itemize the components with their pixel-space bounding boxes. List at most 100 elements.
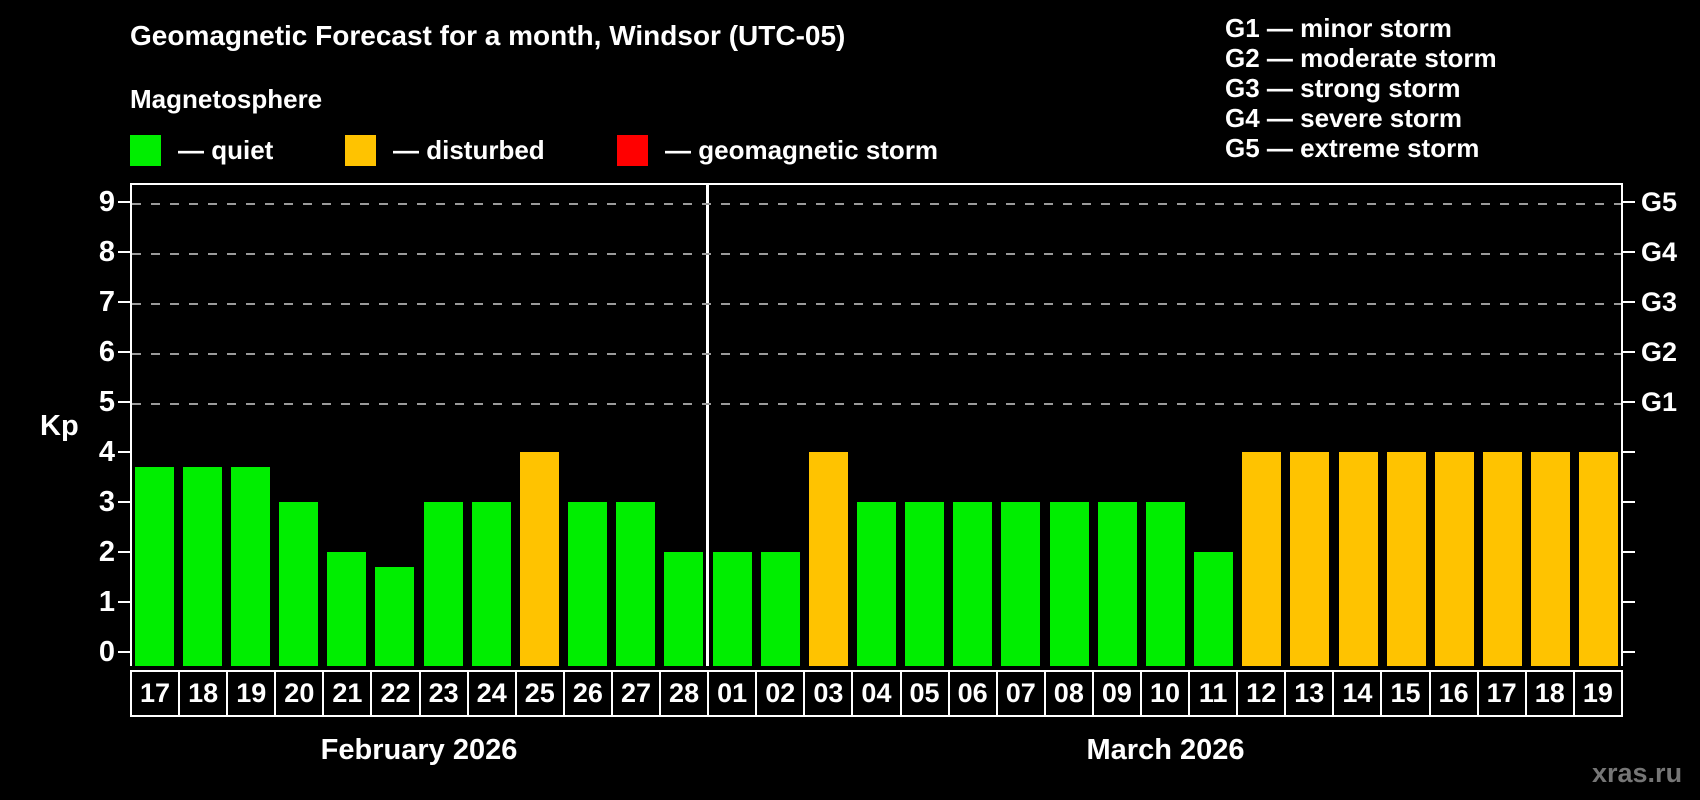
right-tick-kp5 xyxy=(1622,401,1635,403)
kp-bar-day-01 xyxy=(712,552,752,666)
right-axis-label-g2: G2 xyxy=(1641,337,1678,367)
left-tick-kp4 xyxy=(118,451,131,453)
left-tick-kp2 xyxy=(118,551,131,553)
kp-bar-day-17 xyxy=(134,467,174,666)
day-cell-10: 10 xyxy=(1141,672,1191,715)
kp-bar-day-21 xyxy=(327,552,367,666)
right-tick-kp2 xyxy=(1622,551,1635,553)
right-axis-label-g3: G3 xyxy=(1641,287,1678,317)
kp-bar-day-19 xyxy=(1579,452,1619,666)
day-cell-06: 06 xyxy=(949,672,998,715)
kp-bar-day-08 xyxy=(1049,502,1089,666)
day-cell-18: 18 xyxy=(180,672,229,715)
gridline-kp7 xyxy=(132,303,1621,305)
day-cell-09: 09 xyxy=(1093,672,1142,715)
day-cell-25: 25 xyxy=(516,672,565,715)
day-cell-18: 18 xyxy=(1526,672,1575,715)
day-cell-20: 20 xyxy=(276,672,325,715)
month-label-february: February 2026 xyxy=(320,734,518,766)
day-cell-26: 26 xyxy=(564,672,613,715)
kp-bar-day-25 xyxy=(519,452,559,666)
day-cell-17: 17 xyxy=(132,672,181,715)
gscale-legend-line-g2: G2 — moderate storm xyxy=(1225,43,1497,73)
day-cell-21: 21 xyxy=(324,672,373,715)
kp-bar-day-06 xyxy=(953,502,993,666)
day-cell-11: 11 xyxy=(1190,672,1239,715)
kp-bar-day-27 xyxy=(616,502,656,666)
kp-bar-day-05 xyxy=(905,502,945,666)
month-label-march: March 2026 xyxy=(1086,734,1245,766)
day-cell-28: 28 xyxy=(661,672,710,715)
magnetosphere-subtitle: Magnetosphere xyxy=(130,84,323,114)
kp-bar-day-20 xyxy=(279,502,319,666)
quiet-legend-swatch xyxy=(130,135,161,166)
kp-bar-day-13 xyxy=(1290,452,1330,666)
y-tick-label-0: 0 xyxy=(98,636,115,668)
day-cell-05: 05 xyxy=(901,672,950,715)
left-tick-kp9 xyxy=(118,201,131,203)
day-cell-13: 13 xyxy=(1286,672,1335,715)
watermark: xras.ru xyxy=(1592,758,1683,788)
day-cell-27: 27 xyxy=(612,672,662,715)
y-axis-label: Kp xyxy=(40,410,79,442)
y-tick-label-4: 4 xyxy=(98,436,115,468)
kp-bar-day-16 xyxy=(1434,452,1474,666)
right-axis-label-g1: G1 xyxy=(1641,387,1678,417)
y-tick-label-1: 1 xyxy=(98,586,115,618)
storm-legend-label: — geomagnetic storm xyxy=(665,135,939,165)
right-tick-kp0 xyxy=(1622,651,1635,653)
kp-bar-day-17 xyxy=(1483,452,1523,666)
day-cell-19: 19 xyxy=(228,672,277,715)
left-tick-kp8 xyxy=(118,251,131,253)
disturbed-legend-swatch xyxy=(345,135,376,166)
y-tick-label-6: 6 xyxy=(98,336,115,368)
kp-bar-day-09 xyxy=(1097,502,1137,666)
kp-bar-day-28 xyxy=(664,552,704,666)
day-cell-08: 08 xyxy=(1045,672,1094,715)
left-tick-kp1 xyxy=(118,601,131,603)
y-tick-label-2: 2 xyxy=(98,536,115,568)
y-tick-label-9: 9 xyxy=(98,186,115,218)
right-tick-kp4 xyxy=(1622,451,1635,453)
y-tick-label-3: 3 xyxy=(98,486,115,518)
right-tick-kp9 xyxy=(1622,201,1635,203)
gscale-legend: G1 — minor storm G2 — moderate storm G3 — … xyxy=(1225,13,1497,163)
y-tick-label-7: 7 xyxy=(98,286,115,318)
kp-bar-day-22 xyxy=(375,567,415,666)
day-cell-01: 01 xyxy=(709,672,758,715)
gscale-legend-line-g1: G1 — minor storm xyxy=(1225,13,1452,43)
gscale-legend-line-g3: G3 — strong storm xyxy=(1225,73,1461,103)
kp-bar-day-14 xyxy=(1338,452,1378,666)
page-title: Geomagnetic Forecast for a month, Windso… xyxy=(130,20,846,51)
day-cell-12: 12 xyxy=(1238,672,1287,715)
day-cell-07: 07 xyxy=(997,672,1046,715)
left-tick-kp0 xyxy=(118,651,131,653)
kp-bar-day-04 xyxy=(857,502,896,666)
day-cell-17: 17 xyxy=(1478,672,1527,715)
kp-bar-day-23 xyxy=(423,502,463,666)
day-cell-22: 22 xyxy=(372,672,421,715)
plot-area xyxy=(130,183,1623,666)
gscale-legend-line-g4: G4 — severe storm xyxy=(1225,103,1463,133)
right-tick-kp3 xyxy=(1622,501,1635,503)
y-tick-label-5: 5 xyxy=(98,386,115,418)
gridline-kp6 xyxy=(132,353,1621,355)
kp-bar-day-18 xyxy=(1531,452,1571,666)
kp-bar-day-12 xyxy=(1242,452,1282,666)
kp-bar-day-10 xyxy=(1145,502,1185,666)
day-cell-23: 23 xyxy=(420,672,469,715)
day-cell-19: 19 xyxy=(1574,672,1621,715)
day-cell-16: 16 xyxy=(1430,672,1479,715)
kp-bar-day-18 xyxy=(182,467,222,666)
kp-bar-day-07 xyxy=(1001,502,1041,666)
right-tick-kp7 xyxy=(1622,301,1635,303)
right-tick-kp8 xyxy=(1622,251,1635,253)
gridline-kp8 xyxy=(132,253,1621,255)
left-tick-kp3 xyxy=(118,501,131,503)
left-tick-kp5 xyxy=(118,401,131,403)
kp-bar-day-26 xyxy=(568,502,608,666)
disturbed-legend-label: — disturbed xyxy=(393,135,545,165)
kp-bar-day-15 xyxy=(1386,452,1426,666)
kp-bar-day-19 xyxy=(230,467,270,666)
